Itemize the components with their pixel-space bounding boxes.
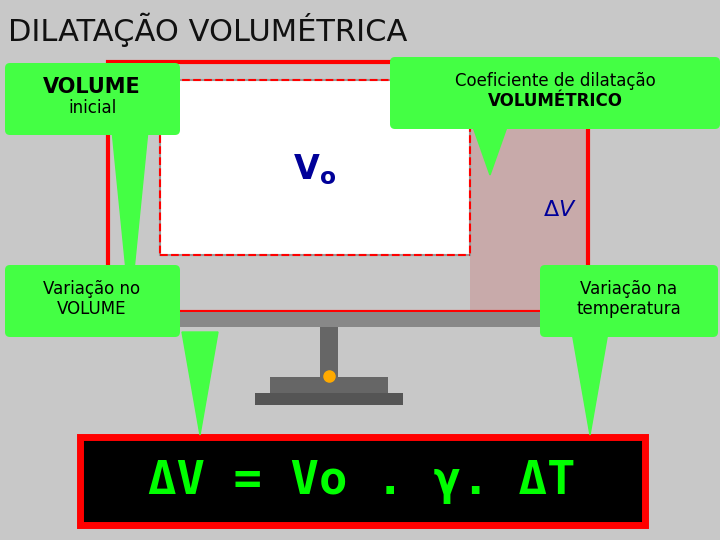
Bar xyxy=(80,437,645,525)
Text: Variação na: Variação na xyxy=(580,280,678,298)
Text: DILATAÇÃO VOLUMÉTRICA: DILATAÇÃO VOLUMÉTRICA xyxy=(8,13,408,47)
Bar xyxy=(470,62,588,312)
Text: $\mathbf{V_o}$: $\mathbf{V_o}$ xyxy=(294,153,336,187)
Text: ΔV = Vo . γ. ΔT: ΔV = Vo . γ. ΔT xyxy=(148,458,576,503)
Polygon shape xyxy=(472,124,508,175)
Bar xyxy=(270,377,388,393)
Polygon shape xyxy=(112,130,148,310)
Text: Variação no: Variação no xyxy=(43,280,140,298)
FancyBboxPatch shape xyxy=(5,265,180,337)
Bar xyxy=(108,62,588,312)
Polygon shape xyxy=(572,332,608,435)
Bar xyxy=(255,393,403,405)
FancyBboxPatch shape xyxy=(540,265,718,337)
Bar xyxy=(320,327,338,377)
Text: temperatura: temperatura xyxy=(577,300,681,318)
Text: VOLUME: VOLUME xyxy=(43,77,141,97)
Bar xyxy=(160,80,470,255)
FancyBboxPatch shape xyxy=(390,57,720,129)
Text: inicial: inicial xyxy=(68,99,116,117)
Text: VOLUMÉTRICO: VOLUMÉTRICO xyxy=(487,92,623,110)
Polygon shape xyxy=(182,332,218,435)
Text: Coeficiente de dilatação: Coeficiente de dilatação xyxy=(454,72,655,90)
FancyBboxPatch shape xyxy=(5,63,180,135)
Bar xyxy=(130,312,550,327)
Text: VOLUME: VOLUME xyxy=(58,300,127,318)
Text: $\Delta V$: $\Delta V$ xyxy=(543,200,577,220)
